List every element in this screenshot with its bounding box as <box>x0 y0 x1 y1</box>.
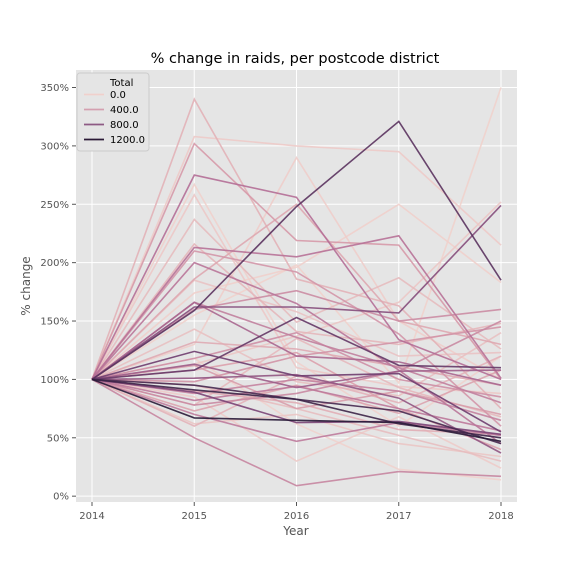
series-line <box>91 203 502 380</box>
y-tick-label: 0% <box>53 492 69 503</box>
y-tick-label: 250% <box>40 200 69 211</box>
y-tick-label: 50% <box>47 433 69 444</box>
axis-ticks: 0% 50% 100% 150% 200% 250% 300% 350% 2014 2015 201… <box>40 83 513 522</box>
series-line <box>91 261 502 445</box>
series-line <box>91 328 502 397</box>
series-line <box>91 135 502 380</box>
series-line <box>91 378 502 458</box>
legend: Total 0.0 400.0 800.0 1200.0 <box>76 72 150 152</box>
y-axis-label: % change <box>19 256 33 315</box>
series-line <box>91 331 502 398</box>
chart-title: % change in raids, per postcode district <box>151 51 440 67</box>
legend-label: 400.0 <box>110 105 139 116</box>
series-line <box>91 316 502 381</box>
series-line <box>91 320 502 406</box>
series-line <box>91 203 502 381</box>
x-axis-label: Year <box>282 524 308 538</box>
series-line <box>91 378 502 487</box>
series-line <box>91 378 502 436</box>
x-tick-label: 2014 <box>79 511 104 522</box>
legend-label: 0.0 <box>110 90 126 101</box>
series-line <box>91 378 502 469</box>
series-line <box>91 373 502 454</box>
x-tick-label: 2018 <box>488 511 513 522</box>
series-line <box>91 142 502 380</box>
series-line <box>91 301 502 386</box>
series-line <box>91 234 502 380</box>
series-line <box>91 350 502 433</box>
legend-label: 800.0 <box>110 120 139 131</box>
y-tick-label: 350% <box>40 83 69 94</box>
series-line <box>91 250 502 427</box>
legend-entries: 0.0 400.0 800.0 1200.0 <box>84 90 145 146</box>
y-tick-label: 200% <box>40 258 69 269</box>
series-line <box>91 363 502 389</box>
series-line <box>91 182 502 428</box>
series-line <box>91 218 502 380</box>
x-tick-label: 2015 <box>182 511 207 522</box>
x-tick-label: 2017 <box>386 511 411 522</box>
y-tick-label: 100% <box>40 375 69 386</box>
series-line <box>91 174 502 381</box>
y-tick-label: 150% <box>40 317 69 328</box>
legend-title: Total <box>109 78 133 89</box>
series-line <box>91 204 502 381</box>
y-tick-label: 300% <box>40 141 69 152</box>
series-line <box>91 97 502 410</box>
series-line <box>91 378 502 443</box>
series-lines <box>91 87 502 487</box>
legend-label: 1200.0 <box>110 135 145 146</box>
series-line <box>91 120 502 381</box>
legend-box <box>76 72 150 152</box>
x-tick-label: 2016 <box>284 511 309 522</box>
series-line <box>91 193 502 395</box>
series-line <box>91 341 502 386</box>
series-line <box>91 378 502 443</box>
